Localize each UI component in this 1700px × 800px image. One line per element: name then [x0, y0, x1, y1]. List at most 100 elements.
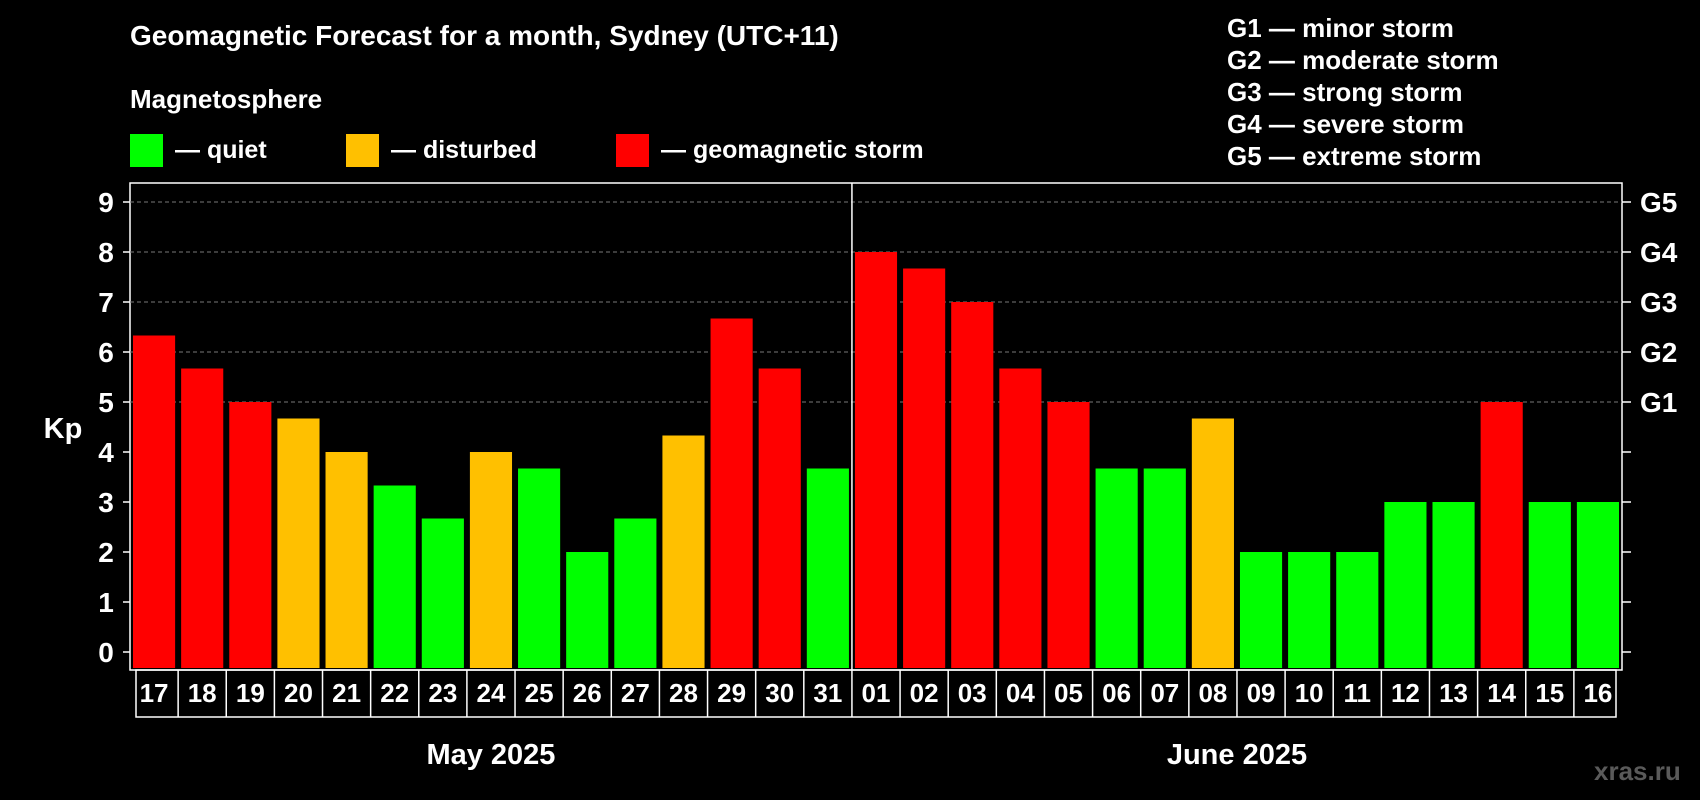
bar — [1191, 418, 1234, 668]
g-tick-label: G1 — [1640, 387, 1677, 418]
chart-title: Geomagnetic Forecast for a month, Sydney… — [130, 20, 839, 51]
bar — [566, 552, 609, 668]
legend-label-disturbed: — disturbed — [391, 135, 537, 164]
bar — [1239, 552, 1283, 668]
bar — [133, 335, 176, 668]
g-tick-label: G2 — [1640, 337, 1677, 368]
x-tick-label: 03 — [958, 678, 987, 708]
g-legend-item: G3 — strong storm — [1227, 77, 1463, 107]
x-tick-label: 11 — [1344, 678, 1372, 708]
x-tick-label: 23 — [428, 678, 457, 708]
x-tick-label: 26 — [573, 678, 602, 708]
x-tick-label: 22 — [380, 678, 409, 708]
x-tick-label: 09 — [1247, 678, 1276, 708]
x-tick-label: 30 — [765, 678, 794, 708]
g-legend-item: G5 — extreme storm — [1227, 141, 1482, 171]
bar — [229, 402, 272, 668]
month-label: June 2025 — [1167, 739, 1307, 771]
bar — [951, 302, 994, 668]
legend-swatch-quiet — [130, 133, 163, 167]
legend-label-quiet: — quiet — [175, 135, 267, 164]
legend-swatch-storm — [616, 133, 649, 167]
y-tick-label: 3 — [98, 487, 114, 518]
x-tick-label: 08 — [1198, 678, 1227, 708]
bar — [1576, 502, 1619, 668]
x-tick-label: 06 — [1102, 678, 1131, 708]
g-legend-item: G4 — severe storm — [1227, 109, 1465, 139]
bar — [277, 418, 320, 668]
bar — [1288, 552, 1331, 668]
bar — [181, 368, 224, 668]
bar — [1336, 552, 1379, 668]
y-tick-label: 2 — [98, 537, 114, 568]
bar — [1480, 402, 1523, 668]
x-tick-label: 21 — [332, 678, 361, 708]
x-tick-label: 27 — [621, 678, 650, 708]
bar — [421, 518, 464, 668]
x-tick-label: 04 — [1006, 678, 1035, 708]
x-tick-label: 10 — [1295, 678, 1324, 708]
bar — [1095, 468, 1138, 668]
bar — [903, 268, 946, 668]
day-labels-frame — [135, 669, 1617, 718]
x-tick-label: 19 — [236, 678, 265, 708]
month-label: May 2025 — [426, 739, 555, 771]
x-tick-label: 14 — [1487, 678, 1516, 708]
bar — [614, 518, 657, 668]
y-tick-label: 7 — [98, 287, 114, 318]
legend-item-disturbed: — disturbed — [346, 133, 537, 167]
x-tick-label: 13 — [1439, 678, 1468, 708]
bar — [325, 452, 368, 668]
y-tick-label: 6 — [98, 337, 114, 368]
y-axis-label: Kp — [44, 413, 83, 445]
watermark: xras.ru — [1594, 756, 1681, 786]
bar — [1047, 402, 1090, 668]
x-tick-label: 05 — [1054, 678, 1083, 708]
bar — [1143, 468, 1186, 668]
bar — [854, 252, 898, 668]
x-tick-label: 16 — [1583, 678, 1612, 708]
x-tick-label: 01 — [862, 678, 891, 708]
y-tick-label: 4 — [98, 437, 114, 468]
bar — [662, 435, 705, 668]
x-tick-label: 28 — [669, 678, 698, 708]
y-tick-label: 1 — [98, 587, 114, 618]
y-tick-label: 9 — [98, 187, 114, 218]
x-tick-label: 12 — [1391, 678, 1420, 708]
x-tick-label: 07 — [1150, 678, 1179, 708]
y-tick-label: 5 — [98, 387, 114, 418]
bar — [373, 485, 416, 668]
bar — [999, 368, 1042, 668]
g-legend-item: G2 — moderate storm — [1227, 45, 1499, 75]
legend-item-quiet: — quiet — [130, 133, 267, 167]
g-legend-item: G1 — minor storm — [1227, 13, 1454, 43]
x-tick-label: 18 — [188, 678, 217, 708]
x-tick-label: 20 — [284, 678, 313, 708]
g-scale-legend: G1 — minor storm G2 — moderate storm G3 … — [1227, 12, 1499, 172]
y-tick-label: 0 — [98, 637, 114, 668]
bar — [1432, 502, 1475, 668]
legend-item-storm: — geomagnetic storm — [616, 133, 924, 167]
x-tick-label: 15 — [1535, 678, 1564, 708]
bar — [806, 468, 849, 668]
x-tick-label: 25 — [525, 678, 554, 708]
x-tick-label: 29 — [717, 678, 746, 708]
legend-label-storm: — geomagnetic storm — [661, 135, 924, 164]
x-tick-label: 17 — [140, 678, 169, 708]
g-tick-label: G4 — [1640, 237, 1678, 268]
g-tick-label: G5 — [1640, 187, 1677, 218]
x-tick-label: 02 — [910, 678, 939, 708]
x-tick-label: 31 — [813, 678, 842, 708]
x-tick-label: 24 — [477, 678, 506, 708]
bar — [518, 468, 561, 668]
y-tick-label: 8 — [98, 237, 114, 268]
legend-swatch-disturbed — [346, 133, 379, 167]
bar — [1528, 502, 1571, 668]
bar — [1384, 502, 1427, 668]
bar — [758, 368, 801, 668]
legend-subtitle: Magnetosphere — [130, 84, 323, 114]
bar — [710, 318, 753, 668]
g-tick-label: G3 — [1640, 287, 1677, 318]
bar — [469, 452, 513, 668]
